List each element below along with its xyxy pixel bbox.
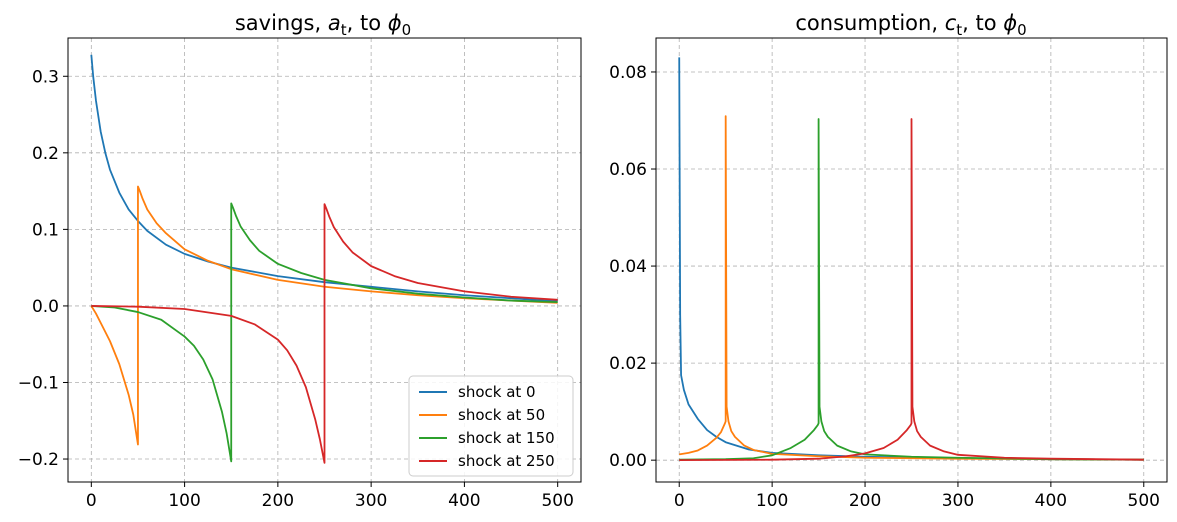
legend-box [408,375,574,477]
legend-label: shock at 0 [458,383,536,401]
y-tick-label: 0.0 [32,297,59,317]
x-tick-label: 300 [942,491,974,511]
x-tick-label: 100 [168,491,200,511]
series-line [90,54,558,303]
y-tick-label: 0.02 [609,354,647,374]
legend: shock at 0 shock at 50 shock at 150 shock a… [408,375,574,477]
series-line [91,202,558,463]
y-tick-label: −0.2 [18,450,59,470]
x-tick-label: 500 [541,491,573,511]
y-tick-label: 0.06 [609,160,647,180]
x-tick-label: 200 [849,491,881,511]
legend-label: shock at 50 [458,406,545,424]
x-tick-label: 0 [86,491,97,511]
plot-frame [655,37,1168,483]
series-line [91,203,558,464]
y-tick-label: 0.00 [609,451,647,471]
x-tick-label: 0 [674,491,685,511]
chart-title: consumption, ct, to ϕ0 [795,11,1026,39]
legend-label: shock at 250 [458,452,555,470]
series-line [679,118,1144,461]
savings-chart: savings, at, to ϕ0 0 100 200 300 400 500 −0.2 −… [18,11,582,511]
series-line [679,115,1144,461]
x-tick-label: 500 [1128,491,1160,511]
chart-title: savings, at, to ϕ0 [235,11,411,39]
plot-frame [67,37,582,483]
x-tick-label: 300 [355,491,387,511]
legend-label: shock at 150 [458,429,555,447]
series-line [90,185,558,446]
series-line [679,118,1144,462]
y-tick-label: 0.3 [32,67,59,87]
x-tick-label: 200 [262,491,294,511]
x-tick-label: 400 [448,491,480,511]
y-tick-label: 0.04 [609,257,647,277]
x-tick-label: 100 [756,491,788,511]
y-tick-label: 0.08 [609,63,647,83]
x-tick-label: 400 [1035,491,1067,511]
y-tick-label: 0.1 [32,220,59,240]
y-tick-label: 0.2 [32,144,59,164]
consumption-chart: consumption, ct, to ϕ0 0 100 200 300 400 500 0… [609,11,1168,511]
y-tick-label: −0.1 [18,373,59,393]
